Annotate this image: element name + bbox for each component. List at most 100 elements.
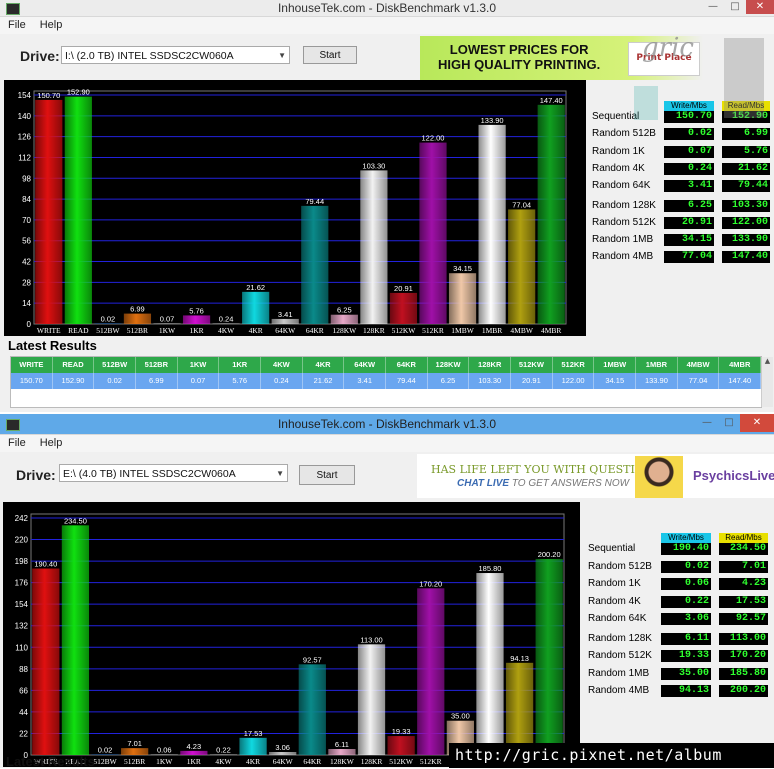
x-tick-label-64kr: 64KR	[303, 757, 321, 766]
stat-read-value: 6.99	[722, 128, 770, 141]
stat-read-value: 5.76	[722, 145, 770, 158]
results-value-cell: 79.44	[386, 373, 428, 389]
y-tick-label: 70	[22, 216, 31, 225]
start-button[interactable]: Start	[303, 46, 357, 64]
menu-file[interactable]: File	[8, 437, 26, 449]
x-tick-label-512br: 512BR	[127, 326, 148, 335]
bar-write	[32, 568, 60, 755]
value-label-512kw: 20.91	[394, 284, 413, 293]
y-tick-label: 112	[18, 153, 31, 162]
bar-64kr	[298, 664, 326, 755]
bar-64kw	[271, 318, 299, 324]
x-tick-label-128kw: 128KW	[330, 757, 355, 766]
stat-name: Random 1K	[592, 145, 645, 157]
minimize-button[interactable]: —	[702, 417, 712, 428]
bar-512kw	[387, 736, 415, 755]
results-header-cell: 128KW	[428, 357, 470, 373]
bar-1kr	[182, 315, 211, 324]
x-tick-label-4kw: 4KW	[215, 757, 232, 766]
drive-select[interactable]: I:\ (2.0 TB) INTEL SSDSC2CW060A ▼	[61, 46, 290, 64]
close-button[interactable]: ✕	[746, 0, 774, 14]
x-tick-label-read: READ	[65, 757, 86, 766]
title-bar[interactable]: InhouseTek.com - DiskBenchmark v1.3.0 — …	[0, 0, 774, 17]
value-label-1kr: 5.76	[189, 306, 204, 315]
drive-label: Drive:	[16, 467, 56, 483]
drive-select[interactable]: E:\ (4.0 TB) INTEL SSDSC2CW060A ▼	[59, 464, 288, 482]
bar-4kw	[209, 754, 238, 755]
ad-banner[interactable]: LOWEST PRICES FOR HIGH QUALITY PRINTING.…	[420, 36, 774, 80]
bar-4mbw	[508, 209, 536, 324]
stat-row: Random 4K 0.24 21.62	[588, 162, 774, 176]
y-tick-label: 242	[15, 514, 29, 523]
results-value-row[interactable]: 150.70 152.90 0.02 6.99 0.07 5.76 0.24 21.62 3.4…	[11, 373, 762, 389]
chevron-down-icon: ▼	[276, 469, 284, 478]
stat-write-value: 3.41	[664, 180, 714, 193]
bar-4kr	[242, 291, 270, 324]
results-value-cell: 133.90	[636, 373, 678, 389]
write-header: Write/Mbs	[661, 533, 711, 543]
x-tick-label-512kw: 512KW	[392, 326, 417, 335]
bar-chart-svg: 0 14 28 42 56 70 84 98 112 126 140 154 150.70 WRITE 15…	[18, 88, 567, 335]
stat-name: Random 512K	[592, 216, 656, 228]
value-label-1kw: 0.06	[157, 745, 172, 754]
bar-read	[64, 96, 92, 324]
y-tick-label: 84	[22, 195, 31, 204]
stat-read-value: 185.80	[719, 667, 768, 680]
ad-banner[interactable]: HAS LIFE LEFT YOU WITH QUESTIONS? CHAT L…	[417, 454, 774, 498]
value-label-512kr: 122.00	[422, 134, 445, 143]
value-label-512bw: 0.02	[98, 745, 113, 754]
stat-write-value: 0.07	[664, 145, 714, 158]
stat-name: Random 1MB	[588, 667, 650, 679]
menu-help[interactable]: Help	[39, 19, 63, 31]
close-button[interactable]: ✕	[740, 414, 774, 432]
bar-4kr	[239, 737, 267, 755]
menu-file[interactable]: File	[8, 19, 26, 31]
x-tick-label-1kr: 1KR	[187, 757, 201, 766]
stat-write-value: 0.22	[661, 595, 711, 608]
stat-read-value: 92.57	[719, 613, 768, 625]
stat-row: Sequential 190.40 234.50	[584, 542, 774, 556]
value-label-64kr: 79.44	[305, 197, 324, 206]
menu-help[interactable]: Help	[39, 437, 63, 449]
bar-chart-svg: 0 22 44 66 88 110 132 154 176 198 220 242 190.40 WRIT…	[15, 513, 565, 766]
bar-64kw	[269, 752, 297, 755]
bar-512kr	[419, 142, 447, 324]
bar-1kw	[150, 754, 178, 755]
bar-512br	[123, 313, 152, 324]
stat-read-value: 133.90	[722, 234, 770, 247]
results-header-cell: 64KW	[344, 357, 387, 373]
results-value-cell: 152.90	[53, 373, 95, 389]
bar-1mbr	[478, 124, 506, 324]
stat-row: Sequential 150.70 152.90	[588, 110, 774, 124]
results-value-cell: 103.30	[469, 373, 512, 389]
menu-bar: File Help	[0, 435, 774, 452]
stat-read-value: 122.00	[722, 216, 770, 229]
results-value-cell: 147.40	[719, 373, 762, 389]
stat-row: Random 1K 0.07 5.76	[588, 145, 774, 159]
stat-read-value: 4.23	[719, 578, 768, 590]
x-tick-label-512kr: 512KR	[420, 757, 442, 766]
latest-results-title: Latest Results	[8, 338, 97, 353]
value-label-4kr: 21.62	[246, 283, 265, 292]
bar-4kw	[212, 323, 240, 324]
results-header-cell: 4MBW	[678, 357, 720, 373]
y-tick-label: 220	[15, 536, 29, 545]
results-header-cell: READ	[53, 357, 95, 373]
read-header: Read/Mbs	[722, 101, 770, 111]
stat-row: Random 512B 0.02 6.99	[588, 127, 774, 141]
ad-brand: PsychicsLive	[693, 468, 774, 483]
maximize-button[interactable]: □	[730, 1, 740, 12]
maximize-button[interactable]: □	[724, 417, 734, 428]
results-scrollbar[interactable]: ▲	[761, 357, 773, 407]
value-label-1mbw: 35.00	[451, 712, 470, 721]
watermark-url: http://gric.pixnet.net/album	[449, 743, 774, 768]
stat-write-value: 34.15	[664, 234, 714, 247]
start-button[interactable]: Start	[299, 465, 355, 485]
title-bar[interactable]: InhouseTek.com - DiskBenchmark v1.3.0 — …	[0, 414, 774, 435]
results-value-cell: 34.15	[594, 373, 637, 389]
minimize-button[interactable]: —	[708, 1, 718, 12]
stat-row: Random 512K 20.91 122.00	[588, 216, 774, 230]
read-header: Read/Mbs	[719, 533, 768, 543]
results-value-cell: 20.91	[511, 373, 553, 389]
drive-toolbar: Drive: E:\ (4.0 TB) INTEL SSDSC2CW060A ▼…	[0, 452, 774, 498]
